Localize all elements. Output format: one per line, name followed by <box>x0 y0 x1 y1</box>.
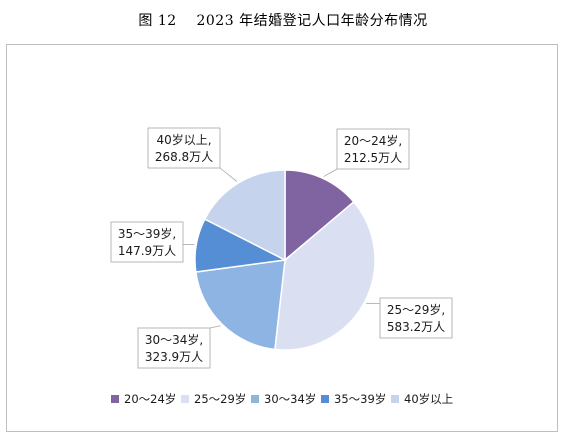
legend: 20～24岁 25～29岁 30～34岁 35～39岁 40岁以上 <box>111 392 453 406</box>
pie-slice <box>284 169 355 262</box>
data-label-value: 583.2万人 <box>387 320 445 334</box>
legend-swatch <box>391 395 399 403</box>
legend-swatch <box>181 395 189 403</box>
figure-title: 图 12 2023 年结婚登记人口年龄分布情况 <box>138 13 428 29</box>
legend-label: 25～29岁 <box>194 392 246 406</box>
leader-lines <box>183 167 380 329</box>
leader-line <box>209 325 221 329</box>
data-labels: 20～24岁, 212.5万人 25～29岁, 583.2万人 30～34岁, 323.9… <box>110 127 453 369</box>
legend-swatch <box>251 395 259 403</box>
legend-label: 35～39岁 <box>334 392 386 406</box>
chart-frame: 20～24岁, 212.5万人 25～29岁, 583.2万人 30～34岁, 323.9… <box>6 44 558 432</box>
legend-label: 20～24岁 <box>124 392 176 406</box>
leader-line <box>323 168 338 177</box>
data-label-value: 147.9万人 <box>118 244 176 258</box>
data-label-box <box>137 327 211 369</box>
data-label-category: 35～39岁, <box>118 226 176 241</box>
data-label-box <box>110 221 184 263</box>
data-label-category: 30～34岁, <box>145 332 203 347</box>
pie-chart: 20～24岁, 212.5万人 25～29岁, 583.2万人 30～34岁, 323.9… <box>110 127 453 406</box>
pie-slice <box>203 169 286 262</box>
data-label-box <box>147 127 221 169</box>
legend-swatch <box>111 395 119 403</box>
data-label-category: 40岁以上, <box>156 132 211 147</box>
legend-label: 30～34岁 <box>264 392 316 406</box>
pie-slice <box>194 259 286 351</box>
data-label-box <box>379 297 453 339</box>
data-label-box <box>336 128 410 170</box>
leader-line <box>219 167 238 182</box>
pie-slice <box>274 200 376 351</box>
pie-slices <box>194 169 376 351</box>
data-label-value: 268.8万人 <box>155 150 213 164</box>
data-label-category: 25～29岁, <box>387 302 445 317</box>
data-label-value: 212.5万人 <box>344 151 402 165</box>
legend-swatch <box>321 395 329 403</box>
legend-label: 40岁以上 <box>404 392 453 406</box>
data-label-value: 323.9万人 <box>145 350 203 364</box>
data-label-category: 20～24岁, <box>344 133 402 148</box>
